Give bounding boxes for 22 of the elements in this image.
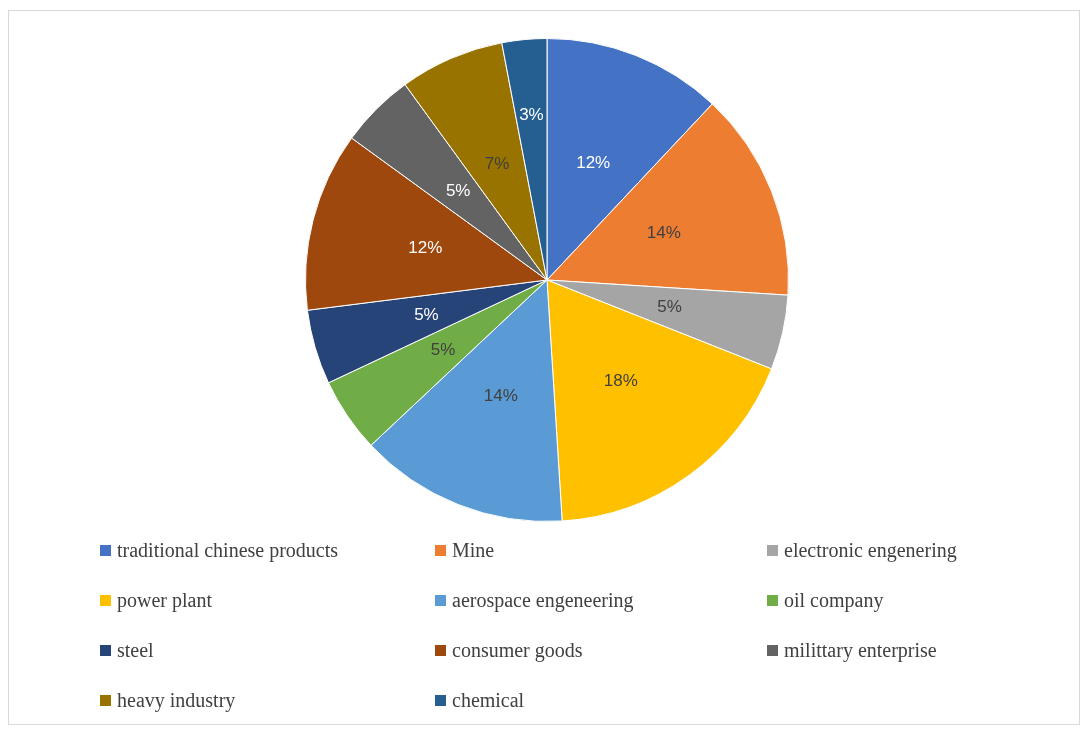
legend-label: milittary enterprise	[784, 638, 937, 662]
data-label: 18%	[603, 371, 638, 391]
legend-label: steel	[117, 638, 154, 662]
data-label: 5%	[414, 304, 439, 324]
data-label: 12%	[408, 238, 443, 258]
legend-label: power plant	[117, 588, 212, 612]
legend-label: chemical	[452, 688, 525, 712]
legend-label: oil company	[784, 588, 884, 612]
legend-label: traditional chinese products	[117, 538, 339, 562]
legend-label: consumer goods	[452, 638, 583, 662]
legend-label: aerospace engeneering	[452, 588, 634, 612]
data-label: 7%	[484, 154, 510, 174]
data-label: 5%	[430, 340, 456, 360]
data-label: 12%	[576, 152, 611, 172]
data-label: 14%	[646, 223, 681, 243]
legend-label: heavy industry	[117, 688, 236, 712]
data-label: 14%	[483, 386, 518, 406]
data-label: 3%	[519, 104, 544, 124]
data-label: 5%	[657, 297, 682, 317]
legend-label: electronic engenering	[784, 538, 957, 562]
data-label: 5%	[445, 180, 471, 200]
legend-label: Mine	[452, 538, 495, 562]
